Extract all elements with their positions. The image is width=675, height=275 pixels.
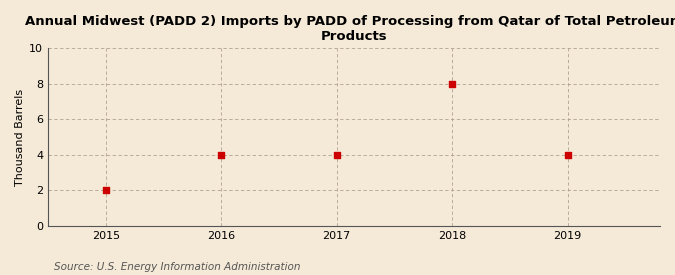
Y-axis label: Thousand Barrels: Thousand Barrels bbox=[15, 89, 25, 186]
Text: Source: U.S. Energy Information Administration: Source: U.S. Energy Information Administ… bbox=[54, 262, 300, 272]
Point bbox=[562, 153, 573, 157]
Title: Annual Midwest (PADD 2) Imports by PADD of Processing from Qatar of Total Petrol: Annual Midwest (PADD 2) Imports by PADD … bbox=[25, 15, 675, 43]
Point bbox=[447, 82, 458, 86]
Point bbox=[101, 188, 111, 192]
Point bbox=[331, 153, 342, 157]
Point bbox=[216, 153, 227, 157]
